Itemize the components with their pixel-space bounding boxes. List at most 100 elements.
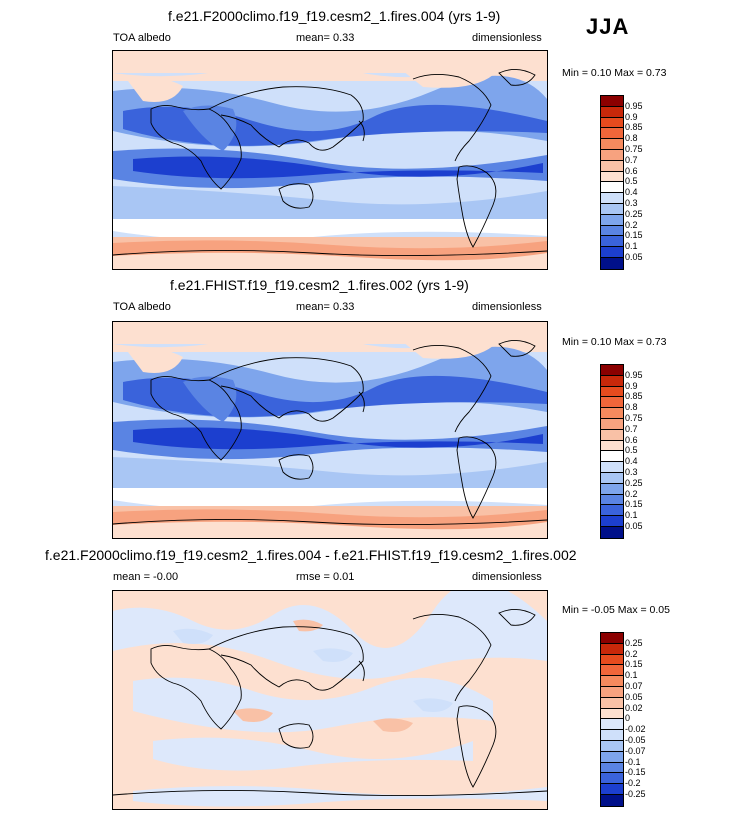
colorbar-tick-label: 0.75: [625, 413, 643, 423]
colorbar-tick-label: 0.6: [625, 434, 638, 445]
colorbar-swatch: [601, 633, 623, 644]
colorbar-swatch: [601, 214, 623, 226]
colorbar-swatch: [601, 440, 623, 452]
colorbar-tick-label: 0.8: [625, 402, 638, 413]
colorbar-swatch: [601, 773, 623, 785]
colorbar-tick-label: 0.15: [625, 230, 643, 241]
panel2-title: f.e21.FHIST.f19_f19.cesm2_1.fires.002 (y…: [170, 277, 469, 293]
colorbar-tick-label: 0.9: [625, 111, 638, 122]
colorbar-tick-label: 0.15: [625, 499, 643, 510]
colorbar-swatch: [601, 526, 623, 538]
colorbar-tick-label: -0.02: [625, 724, 646, 735]
season-label: JJA: [586, 14, 630, 39]
colorbar-tick-label: -0.1: [625, 756, 641, 767]
colorbar-swatch: [601, 106, 623, 118]
colorbar-swatch: [601, 149, 623, 161]
colorbar-swatch: [601, 139, 623, 150]
colorbar-swatch: [601, 429, 623, 441]
panel2-units-label: dimensionless: [472, 301, 542, 313]
colorbar-swatch: [601, 225, 623, 237]
colorbar-swatch: [601, 665, 623, 677]
colorbar-swatch: [601, 462, 623, 473]
colorbar-swatch: [601, 247, 623, 258]
colorbar-swatch: [601, 505, 623, 517]
colorbar-tick-label: 0.1: [625, 670, 638, 681]
colorbar-tick-label: 0.5: [625, 176, 638, 187]
colorbar-tick-label: 0.07: [625, 681, 643, 691]
colorbar-swatch: [601, 451, 623, 463]
colorbar-tick-label: 0.7: [625, 423, 638, 434]
panel1-minmax-label: Min = 0.10 Max = 0.73: [562, 67, 667, 79]
colorbar-swatch: [601, 128, 623, 140]
colorbar-swatch: [601, 375, 623, 387]
colorbar-swatch: [601, 494, 623, 506]
panel1-field-svg: [113, 51, 547, 269]
panel2-variable-label: TOA albedo: [113, 301, 171, 313]
colorbar-tick-label: 0.2: [625, 488, 638, 499]
panel3-field-svg: [113, 591, 547, 809]
colorbar-swatch: [601, 365, 623, 376]
colorbar-tick-label: 0.4: [625, 456, 638, 467]
panel1-variable-label: TOA albedo: [113, 32, 171, 44]
colorbar-swatch: [601, 96, 623, 107]
panel2-field-svg: [113, 322, 547, 538]
colorbar-swatch: [601, 697, 623, 709]
colorbar-swatch: [601, 386, 623, 398]
panel3-units-label: dimensionless: [472, 571, 542, 583]
colorbar-swatch: [601, 740, 623, 752]
colorbar-tick-label: 0.3: [625, 467, 638, 477]
colorbar-tick-label: 0.3: [625, 198, 638, 208]
colorbar-tick-label: 0.2: [625, 648, 638, 659]
panel1-mean-label: mean= 0.33: [296, 32, 355, 44]
colorbar-tick-label: 0.25: [625, 208, 643, 219]
colorbar-tick-label: 0.05: [625, 691, 643, 702]
panel3-colorbar: [600, 632, 624, 807]
panel3-mean-label: mean = -0.00: [113, 571, 179, 583]
colorbar-swatch: [601, 193, 623, 204]
colorbar-tick-label: 0.85: [625, 122, 643, 133]
colorbar-tick-label: 0.6: [625, 165, 638, 176]
colorbar-tick-label: -0.07: [625, 745, 646, 756]
panel3-map: [112, 590, 548, 810]
colorbar-tick-label: 0.75: [625, 144, 643, 154]
colorbar-tick-label: -0.2: [625, 778, 641, 789]
panel2-colorbar: [600, 364, 624, 539]
colorbar-tick-label: 0.95: [625, 369, 643, 380]
colorbar-tick-label: 0.02: [625, 702, 643, 713]
colorbar-swatch: [601, 794, 623, 806]
panel2-mean-label: mean= 0.33: [296, 301, 355, 313]
colorbar-swatch: [601, 236, 623, 248]
colorbar-tick-label: 0.25: [625, 477, 643, 488]
panel3-rmse-label: rmse = 0.01: [296, 571, 355, 583]
panel1-colorbar: [600, 95, 624, 270]
panel1-map: [112, 50, 548, 270]
colorbar-tick-label: 0.9: [625, 380, 638, 391]
colorbar-swatch: [601, 676, 623, 687]
colorbar-tick-label: 0.95: [625, 100, 643, 111]
colorbar-swatch: [601, 160, 623, 172]
colorbar-tick-label: -0.15: [625, 767, 646, 778]
colorbar-swatch: [601, 516, 623, 527]
colorbar-swatch: [601, 203, 623, 215]
colorbar-tick-label: 0.85: [625, 391, 643, 402]
colorbar-tick-label: 0: [625, 713, 631, 724]
colorbar-swatch: [601, 719, 623, 731]
colorbar-tick-label: 0.4: [625, 187, 638, 198]
colorbar-tick-label: 0.1: [625, 241, 638, 252]
panel2-map: [112, 321, 548, 539]
colorbar-swatch: [601, 418, 623, 430]
colorbar-tick-label: 0.1: [625, 510, 638, 521]
panel3-title: f.e21.F2000climo.f19_f19.cesm2_1.fires.0…: [45, 547, 577, 563]
colorbar-tick-label: 0.05: [625, 521, 643, 531]
colorbar-swatch: [601, 708, 623, 720]
colorbar-swatch: [601, 643, 623, 655]
colorbar-swatch: [601, 472, 623, 484]
colorbar-swatch: [601, 730, 623, 741]
panel3-minmax-label: Min = -0.05 Max = 0.05: [562, 604, 670, 616]
colorbar-tick-label: 0.5: [625, 445, 638, 456]
colorbar-tick-label: 0.15: [625, 659, 643, 670]
colorbar-swatch: [601, 686, 623, 698]
colorbar-swatch: [601, 182, 623, 194]
colorbar-swatch: [601, 397, 623, 409]
panel2-minmax-label: Min = 0.10 Max = 0.73: [562, 336, 667, 348]
